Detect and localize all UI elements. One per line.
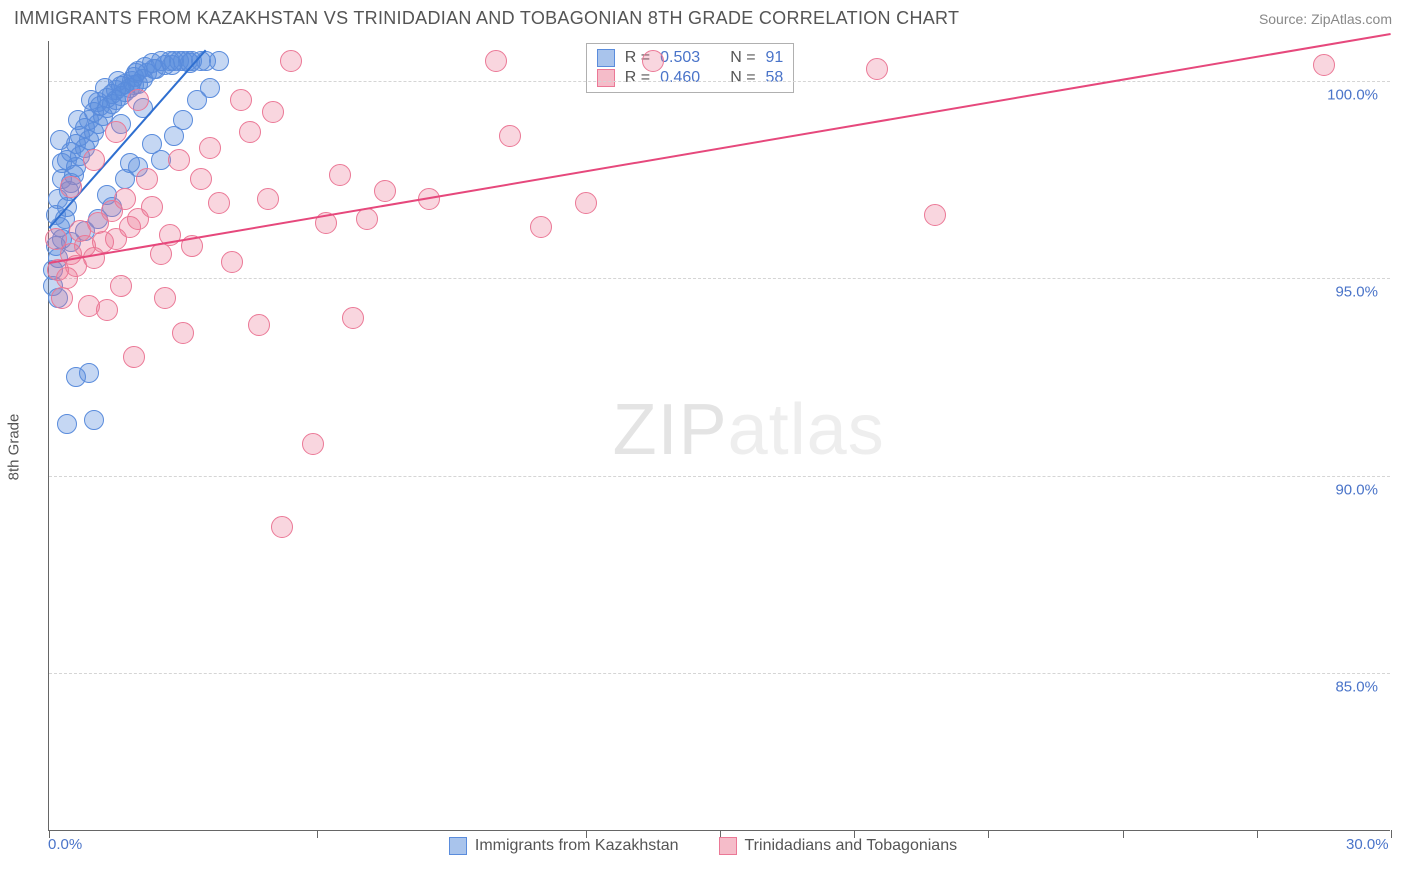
chart-header: IMMIGRANTS FROM KAZAKHSTAN VS TRINIDADIA…	[0, 0, 1406, 35]
scatter-point-kaz	[126, 63, 146, 83]
stats-row-tri: R = 0.460 N = 58	[597, 68, 784, 88]
scatter-point-tri	[105, 121, 127, 143]
scatter-point-kaz	[50, 130, 70, 150]
plot-region: ZIPatlas R = 0.503 N = 91R = 0.460 N = 58 100.…	[48, 41, 1390, 831]
legend-item-kaz: Immigrants from Kazakhstan	[449, 837, 679, 855]
stats-n-label: N =	[730, 69, 755, 87]
gridline-h	[49, 81, 1390, 82]
scatter-point-tri	[239, 121, 261, 143]
scatter-point-kaz	[200, 78, 220, 98]
scatter-point-tri	[499, 125, 521, 147]
chart-title: IMMIGRANTS FROM KAZAKHSTAN VS TRINIDADIA…	[14, 8, 959, 29]
stats-legend-box: R = 0.503 N = 91R = 0.460 N = 58	[586, 43, 795, 93]
source-attribution: Source: ZipAtlas.com	[1259, 11, 1392, 27]
y-tick-label: 85.0%	[1335, 679, 1378, 696]
watermark-thin: atlas	[728, 390, 885, 470]
gridline-h	[49, 278, 1390, 279]
stats-r-value: 0.503	[660, 49, 700, 67]
scatter-point-tri	[123, 346, 145, 368]
scatter-point-tri	[78, 295, 100, 317]
scatter-point-kaz	[162, 55, 182, 75]
scatter-point-tri	[257, 188, 279, 210]
scatter-point-tri	[199, 137, 221, 159]
scatter-point-tri	[271, 516, 293, 538]
watermark-bold: ZIP	[613, 390, 728, 470]
stats-r-label: R =	[625, 69, 650, 87]
scatter-point-kaz	[173, 110, 193, 130]
scatter-point-tri	[230, 89, 252, 111]
scatter-point-tri	[141, 196, 163, 218]
scatter-point-kaz	[57, 414, 77, 434]
scatter-point-tri	[302, 433, 324, 455]
legend-item-tri: Trinidadians and Tobagonians	[719, 837, 958, 855]
legend-swatch-kaz-icon	[449, 837, 467, 855]
chart-area: 8th Grade ZIPatlas R = 0.503 N = 91R = 0.460…	[0, 35, 1406, 859]
scatter-point-tri	[1313, 54, 1335, 76]
scatter-point-tri	[485, 50, 507, 72]
legend-swatch-tri-icon	[719, 837, 737, 855]
scatter-point-tri	[248, 314, 270, 336]
scatter-point-tri	[575, 192, 597, 214]
y-axis-label: 8th Grade	[6, 414, 23, 481]
scatter-point-tri	[208, 192, 230, 214]
scatter-point-kaz	[180, 53, 200, 73]
scatter-point-tri	[342, 307, 364, 329]
scatter-point-kaz	[209, 51, 229, 71]
scatter-point-tri	[221, 251, 243, 273]
scatter-point-tri	[374, 180, 396, 202]
stats-r-value: 0.460	[660, 69, 700, 87]
scatter-point-tri	[110, 275, 132, 297]
legend-label: Immigrants from Kazakhstan	[475, 837, 679, 855]
scatter-point-kaz	[144, 59, 164, 79]
scatter-point-tri	[45, 228, 67, 250]
swatch-kaz-icon	[597, 49, 615, 67]
scatter-point-kaz	[84, 410, 104, 430]
scatter-point-tri	[51, 287, 73, 309]
scatter-point-tri	[924, 204, 946, 226]
scatter-point-tri	[190, 168, 212, 190]
x-tick-label: 30.0%	[1346, 836, 1389, 853]
y-tick-label: 95.0%	[1335, 284, 1378, 301]
scatter-point-tri	[154, 287, 176, 309]
x-tick-label: 0.0%	[48, 836, 82, 853]
stats-n-label: N =	[730, 49, 755, 67]
y-tick-label: 90.0%	[1335, 481, 1378, 498]
watermark: ZIPatlas	[613, 389, 885, 471]
scatter-point-tri	[642, 50, 664, 72]
scatter-point-kaz	[68, 110, 88, 130]
stats-n-value: 91	[766, 49, 784, 67]
scatter-point-tri	[866, 58, 888, 80]
scatter-point-kaz	[52, 153, 72, 173]
scatter-point-tri	[150, 243, 172, 265]
stats-n-value: 58	[766, 69, 784, 87]
scatter-point-tri	[168, 149, 190, 171]
scatter-point-tri	[280, 50, 302, 72]
legend-label: Trinidadians and Tobagonians	[745, 837, 958, 855]
scatter-point-tri	[60, 176, 82, 198]
scatter-point-tri	[329, 164, 351, 186]
scatter-point-tri	[83, 149, 105, 171]
scatter-point-tri	[127, 89, 149, 111]
gridline-h	[49, 476, 1390, 477]
scatter-point-kaz	[79, 363, 99, 383]
legend: Immigrants from Kazakhstan Trinidadians a…	[0, 837, 1406, 855]
y-tick-label: 100.0%	[1327, 86, 1378, 103]
swatch-tri-icon	[597, 69, 615, 87]
scatter-point-tri	[262, 101, 284, 123]
scatter-point-tri	[136, 168, 158, 190]
gridline-h	[49, 673, 1390, 674]
scatter-point-tri	[530, 216, 552, 238]
scatter-point-tri	[172, 322, 194, 344]
scatter-point-tri	[114, 188, 136, 210]
stats-row-kaz: R =0.503N =91	[597, 48, 784, 68]
